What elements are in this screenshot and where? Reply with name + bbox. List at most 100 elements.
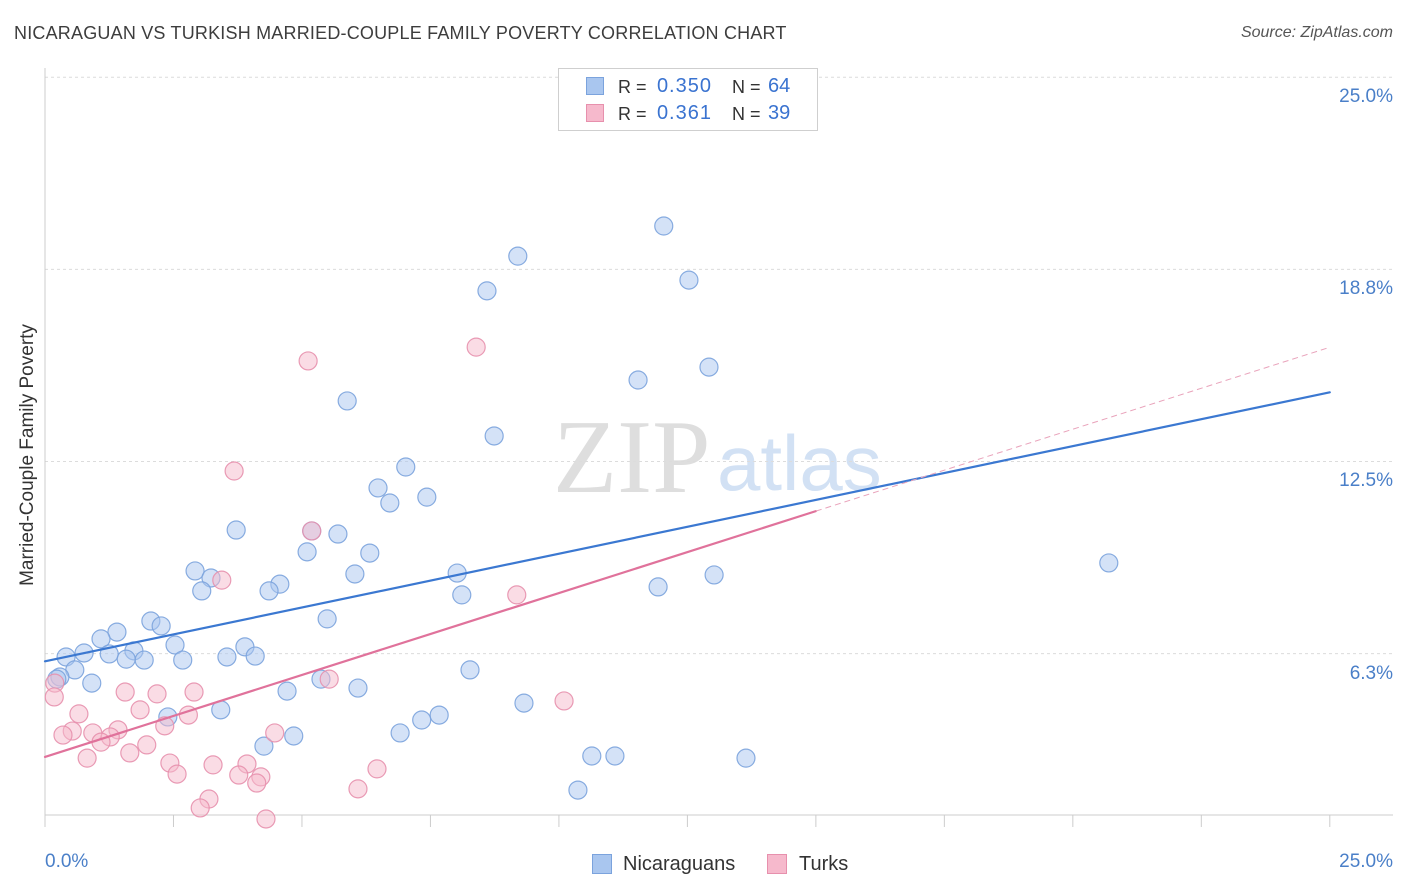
y-tick-label: 18.8% (1339, 278, 1393, 300)
watermark-atlas-logo: atlas (717, 419, 882, 507)
data-point-nicaraguans (412, 710, 432, 730)
data-point-turks (247, 773, 267, 793)
y-tick-label: 6.3% (1349, 662, 1393, 684)
data-point-nicaraguans (116, 649, 136, 669)
data-point-turks (155, 716, 175, 736)
data-point-nicaraguans (284, 726, 304, 746)
data-point-nicaraguans (91, 629, 111, 649)
data-point-turks (69, 704, 89, 724)
data-point-turks (137, 735, 157, 755)
data-point-nicaraguans (360, 543, 380, 563)
data-point-turks (229, 765, 249, 785)
data-point-turks (265, 723, 285, 743)
data-point-nicaraguans (648, 577, 668, 597)
y-tick-label: 12.5% (1339, 470, 1393, 492)
watermark-zip-logo: ZIP (553, 398, 711, 515)
legend-n-label: N = (732, 104, 761, 124)
data-point-nicaraguans (337, 391, 357, 411)
legend-r-value-nicaraguans: 0.350 (656, 75, 712, 97)
data-point-nicaraguans (429, 705, 449, 725)
data-point-turks (348, 779, 368, 799)
y-tick-label: 25.0% (1339, 86, 1393, 108)
data-point-nicaraguans (328, 524, 348, 544)
data-point-turks (554, 691, 574, 711)
data-point-turks (167, 764, 187, 784)
data-point-nicaraguans (484, 426, 504, 446)
data-point-turks (120, 743, 140, 763)
data-point-turks (44, 687, 64, 707)
series-points-turks (44, 337, 574, 829)
y-axis-title: Married-Couple Family Poverty (17, 324, 38, 586)
data-point-nicaraguans (277, 681, 297, 701)
legend-row-turks: R = 0.361 N = 39 (559, 102, 817, 125)
data-point-turks (115, 682, 135, 702)
x-tick-marks (44, 815, 1331, 827)
data-point-nicaraguans (192, 581, 212, 601)
data-point-nicaraguans (582, 746, 602, 766)
data-point-nicaraguans (254, 736, 274, 756)
data-point-nicaraguans (380, 493, 400, 513)
data-point-nicaraguans (107, 622, 127, 642)
x-tick-label-max: 25.0% (1339, 851, 1393, 872)
series-legend-swatch-nicaraguans (592, 854, 612, 874)
data-point-turks (367, 759, 387, 779)
data-point-nicaraguans (699, 357, 719, 377)
data-point-turks (184, 682, 204, 702)
data-point-nicaraguans (217, 647, 237, 667)
legend-swatch-nicaraguans (586, 77, 604, 95)
data-point-nicaraguans (317, 609, 337, 629)
legend-n-label: N = (732, 77, 761, 97)
legend-r-label: R = (618, 104, 647, 124)
data-point-turks (130, 700, 150, 720)
legend-n-value-nicaraguans: 64 (768, 75, 791, 97)
data-point-nicaraguans (477, 281, 497, 301)
trend-line-nicaraguans (43, 391, 1331, 663)
legend-r-value-turks: 0.361 (656, 102, 712, 124)
data-point-nicaraguans (134, 650, 154, 670)
source-credit: Source: ZipAtlas.com (1240, 24, 1393, 41)
data-point-nicaraguans (82, 673, 102, 693)
data-point-turks (319, 669, 339, 689)
data-point-nicaraguans (185, 561, 205, 581)
data-point-turks (190, 798, 210, 818)
data-point-turks (212, 570, 232, 590)
data-point-nicaraguans (417, 487, 437, 507)
series-legend-label-turks: Turks (799, 853, 849, 875)
legend-n-value-turks: 39 (768, 102, 791, 124)
series-legend-label-nicaraguans: Nicaraguans (623, 853, 736, 875)
trend-line-extension-turks (815, 346, 1330, 512)
legend-row-nicaraguans: R = 0.350 N = 64 (559, 75, 817, 98)
data-point-turks (77, 748, 97, 768)
correlation-legend: R = 0.350 N = 64 R = 0.361 N = 39 (558, 68, 818, 131)
data-point-nicaraguans (514, 693, 534, 713)
data-point-nicaraguans (368, 478, 388, 498)
data-point-nicaraguans (259, 581, 279, 601)
data-point-nicaraguans (345, 564, 365, 584)
data-point-nicaraguans (151, 616, 171, 636)
data-point-nicaraguans (173, 650, 193, 670)
trend-line-turks (43, 510, 817, 759)
data-point-nicaraguans (460, 660, 480, 680)
chart-title: NICARAGUAN VS TURKISH MARRIED-COUPLE FAM… (14, 23, 787, 43)
data-point-nicaraguans (605, 746, 625, 766)
data-point-nicaraguans (396, 457, 416, 477)
data-point-nicaraguans (654, 216, 674, 236)
data-point-turks (53, 725, 73, 745)
data-point-nicaraguans (348, 678, 368, 698)
legend-r-label: R = (618, 77, 647, 97)
data-point-nicaraguans (508, 246, 528, 266)
data-point-nicaraguans (679, 270, 699, 290)
data-point-nicaraguans (452, 585, 472, 605)
data-point-nicaraguans (165, 635, 185, 655)
data-point-turks (507, 585, 527, 605)
data-point-turks (203, 755, 223, 775)
x-tick-label-min: 0.0% (45, 851, 89, 872)
data-point-nicaraguans (568, 780, 588, 800)
data-point-nicaraguans (226, 520, 246, 540)
data-point-turks (302, 521, 322, 541)
data-point-turks (298, 351, 318, 371)
series-legend-swatch-turks (767, 854, 787, 874)
series-points-nicaraguans (47, 216, 1119, 800)
data-point-nicaraguans (704, 565, 724, 585)
